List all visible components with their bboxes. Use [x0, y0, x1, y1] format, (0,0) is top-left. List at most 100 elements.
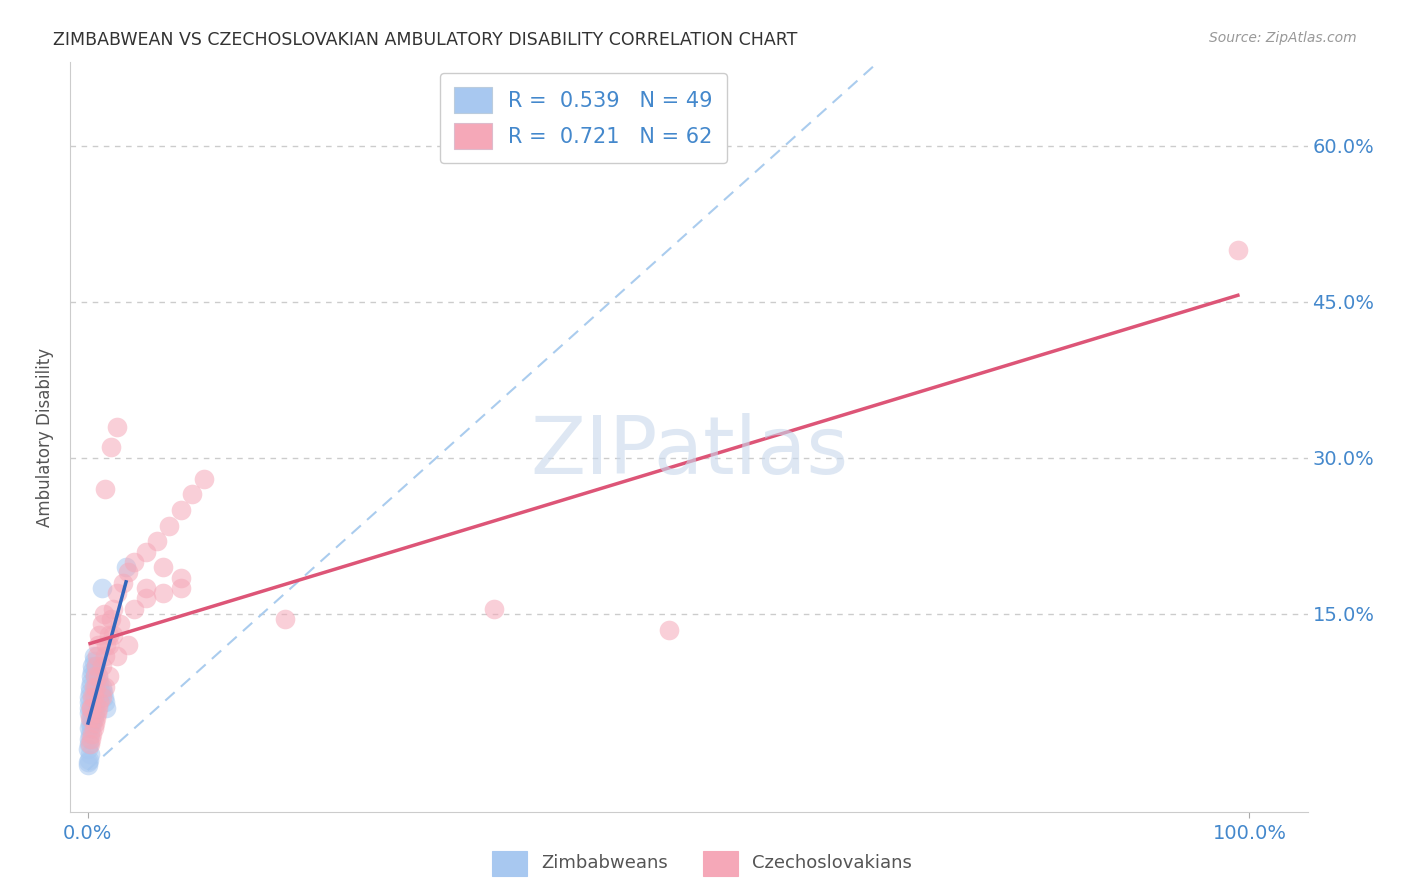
Point: [80, 669, 103, 683]
Point: [87, 638, 110, 652]
Point: [83, 669, 105, 683]
Point: [111, 575, 134, 590]
Point: [94, 696, 117, 710]
Point: [169, 571, 191, 585]
Point: [96, 700, 118, 714]
Point: [93, 607, 115, 621]
Point: [274, 612, 297, 626]
Point: [86, 685, 108, 699]
Point: [84, 680, 107, 694]
Point: [135, 581, 157, 595]
Point: [97, 638, 120, 652]
Point: [90, 690, 112, 705]
Point: [87, 680, 110, 694]
Point: [83, 654, 105, 668]
Point: [83, 664, 105, 679]
Point: [117, 638, 139, 652]
Point: [79, 747, 101, 762]
Point: [658, 623, 681, 637]
Point: [77, 737, 100, 751]
Point: [94, 648, 117, 663]
Point: [83, 716, 105, 731]
Legend: R =  0.539   N = 49, R =  0.721   N = 62: R = 0.539 N = 49, R = 0.721 N = 62: [440, 73, 727, 163]
Point: [105, 648, 128, 663]
Text: Source: ZipAtlas.com: Source: ZipAtlas.com: [1209, 31, 1357, 45]
Point: [77, 696, 100, 710]
Point: [103, 628, 125, 642]
Point: [96, 638, 118, 652]
Point: [97, 669, 120, 683]
Point: [79, 690, 101, 705]
Point: [91, 685, 114, 699]
Point: [77, 722, 100, 736]
Point: [135, 544, 157, 558]
Point: [117, 566, 139, 580]
Point: [87, 669, 110, 683]
Point: [80, 711, 103, 725]
Point: [77, 758, 100, 772]
Point: [87, 700, 110, 714]
Point: [93, 690, 115, 705]
Point: [80, 700, 103, 714]
Point: [115, 560, 138, 574]
Text: Czechoslovakians: Czechoslovakians: [752, 855, 912, 872]
Point: [84, 680, 107, 694]
Text: Zimbabweans: Zimbabweans: [541, 855, 668, 872]
Point: [86, 648, 108, 663]
Point: [79, 731, 101, 746]
Point: [94, 482, 117, 496]
Point: [79, 716, 101, 731]
Point: [80, 700, 103, 714]
Y-axis label: Ambulatory Disability: Ambulatory Disability: [37, 348, 55, 526]
Point: [80, 674, 103, 689]
Point: [100, 612, 122, 626]
Point: [87, 669, 110, 683]
Point: [169, 503, 191, 517]
Point: [79, 685, 101, 699]
Point: [89, 696, 111, 710]
Point: [105, 419, 128, 434]
Point: [90, 680, 112, 694]
Point: [83, 700, 105, 714]
Point: [105, 586, 128, 600]
Point: [80, 722, 103, 736]
Point: [1226, 243, 1249, 257]
Point: [103, 602, 125, 616]
Point: [152, 586, 174, 600]
Point: [135, 591, 157, 606]
Point: [181, 487, 204, 501]
Point: [193, 472, 215, 486]
Point: [152, 560, 174, 574]
Point: [90, 581, 112, 595]
Point: [94, 680, 117, 694]
Point: [146, 534, 169, 549]
Point: [169, 581, 191, 595]
Point: [80, 731, 103, 746]
Point: [89, 674, 111, 689]
Point: [84, 711, 107, 725]
Point: [100, 441, 122, 455]
Point: [83, 711, 105, 725]
Point: [82, 716, 104, 731]
Point: [82, 659, 104, 673]
Point: [79, 737, 101, 751]
Point: [83, 648, 105, 663]
Point: [90, 659, 112, 673]
Point: [83, 706, 105, 720]
Point: [84, 659, 107, 673]
Point: [83, 722, 105, 736]
Point: [89, 685, 111, 699]
Point: [82, 664, 104, 679]
Point: [84, 690, 107, 705]
Point: [90, 617, 112, 632]
Point: [83, 696, 105, 710]
Text: ZIPatlas: ZIPatlas: [530, 413, 848, 491]
Point: [82, 706, 104, 720]
Point: [484, 602, 506, 616]
Point: [87, 680, 110, 694]
Point: [77, 753, 100, 767]
Point: [97, 628, 120, 642]
Text: ZIMBABWEAN VS CZECHOSLOVAKIAN AMBULATORY DISABILITY CORRELATION CHART: ZIMBABWEAN VS CZECHOSLOVAKIAN AMBULATORY…: [53, 31, 797, 49]
Point: [122, 602, 145, 616]
Point: [89, 628, 111, 642]
